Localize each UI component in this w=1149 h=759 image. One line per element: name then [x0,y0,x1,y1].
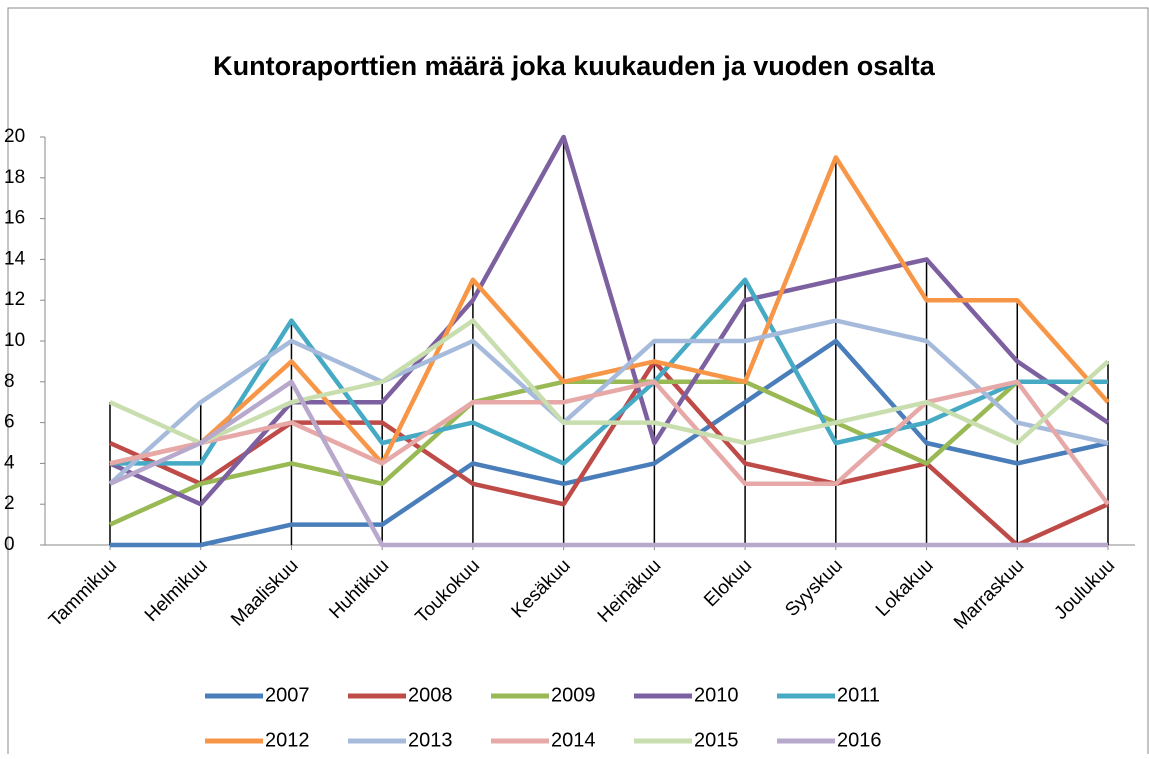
legend-label: 2016 [837,729,882,751]
legend-label: 2008 [408,684,453,706]
y-tick-label: 12 [4,289,25,310]
y-tick-label: 8 [4,371,15,392]
series-line [110,338,1109,548]
chart-title: Kuntoraporttien määrä joka kuukauden ja … [213,51,936,81]
series-line [109,134,1110,507]
y-tick-label: 2 [4,493,15,514]
legend-label: 2014 [551,729,596,751]
y-tick-label: 6 [4,412,15,433]
series-line [109,359,1109,548]
y-tick-label: 10 [4,330,25,351]
legend-label: 2010 [694,684,739,706]
y-tick-label: 0 [4,534,15,555]
y-tick-label: 20 [4,126,25,147]
series-line [109,379,1110,506]
legend-label: 2013 [408,729,453,751]
y-tick-label: 14 [4,248,26,269]
y-tick-label: 4 [4,452,15,473]
legend-label: 2015 [694,729,739,751]
series-line [109,318,1110,446]
legend-label: 2007 [265,684,310,706]
legend-label: 2012 [265,729,310,751]
series-line [109,155,1110,466]
y-tick-label: 18 [4,167,25,188]
legend-label: 2009 [551,684,596,706]
y-tick-label: 16 [4,208,25,229]
series-line [109,379,1108,548]
legend-label: 2011 [837,684,880,706]
series-line [108,318,1109,486]
